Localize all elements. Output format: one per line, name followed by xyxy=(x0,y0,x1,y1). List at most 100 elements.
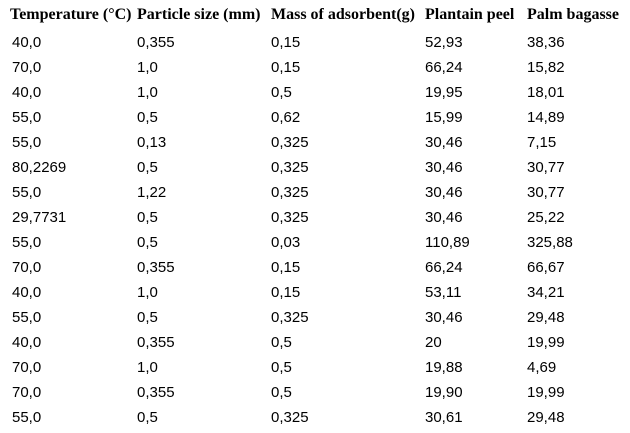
table-row: 55,0 0,5 0,325 30,61 29,48 xyxy=(0,405,630,430)
table-row: 40,0 0,355 0,5 20 19,99 xyxy=(0,330,630,355)
table-row: 70,0 0,355 0,5 19,90 19,99 xyxy=(0,380,630,405)
table-row: 80,2269 0,5 0,325 30,46 30,77 xyxy=(0,155,630,180)
table-cell: 66,24 xyxy=(425,259,463,276)
table-cell: 15,82 xyxy=(527,59,565,76)
table-cell: 0,03 xyxy=(271,234,301,251)
table-body: 40,0 0,355 0,15 52,93 38,36 70,0 1,0 0,15 66,24 1… xyxy=(0,30,630,430)
table-cell: 7,15 xyxy=(527,134,557,151)
table-cell: 55,0 xyxy=(12,309,42,326)
table-cell: 55,0 xyxy=(12,109,42,126)
table-cell: 52,93 xyxy=(425,34,463,51)
table-cell: 55,0 xyxy=(12,134,42,151)
table-cell: 0,15 xyxy=(271,59,301,76)
table-cell: 66,24 xyxy=(425,59,463,76)
table-cell: 0,5 xyxy=(271,384,292,401)
table-cell: 19,99 xyxy=(527,334,565,351)
table-cell: 34,21 xyxy=(527,284,565,301)
table-cell: 25,22 xyxy=(527,209,565,226)
table-cell: 1,0 xyxy=(137,284,158,301)
table-cell: 1,0 xyxy=(137,84,158,101)
table-cell: 0,355 xyxy=(137,334,175,351)
table-cell: 0,355 xyxy=(137,384,175,401)
table-cell: 1,22 xyxy=(137,184,167,201)
table-cell: 0,325 xyxy=(271,209,309,226)
table-cell: 70,0 xyxy=(12,359,42,376)
table-cell: 19,99 xyxy=(527,384,565,401)
column-header-mass-of-adsorbent: Mass of adsorbent(g) xyxy=(271,6,415,23)
table-cell: 29,48 xyxy=(527,309,565,326)
table-cell: 30,46 xyxy=(425,134,463,151)
table-cell: 30,46 xyxy=(425,159,463,176)
table-row: 70,0 1,0 0,15 66,24 15,82 xyxy=(0,55,630,80)
table-row: 55,0 1,22 0,325 30,46 30,77 xyxy=(0,180,630,205)
column-header-palm-bagasse: Palm bagasse xyxy=(527,6,619,23)
table-cell: 19,88 xyxy=(425,359,463,376)
table-cell: 0,15 xyxy=(271,284,301,301)
table-cell: 30,46 xyxy=(425,209,463,226)
table-cell: 18,01 xyxy=(527,84,565,101)
table-cell: 40,0 xyxy=(12,34,42,51)
table-cell: 1,0 xyxy=(137,59,158,76)
table-cell: 40,0 xyxy=(12,84,42,101)
table-cell: 1,0 xyxy=(137,359,158,376)
table-cell: 40,0 xyxy=(12,334,42,351)
table-cell: 0,325 xyxy=(271,309,309,326)
column-header-particle-size: Particle size (mm) xyxy=(137,6,261,23)
table-cell: 0,355 xyxy=(137,34,175,51)
table-cell: 0,5 xyxy=(137,109,158,126)
table-row: 40,0 1,0 0,15 53,11 34,21 xyxy=(0,280,630,305)
table-cell: 110,89 xyxy=(425,234,470,251)
table-cell: 0,5 xyxy=(137,209,158,226)
table-cell: 0,325 xyxy=(271,159,309,176)
table-cell: 29,48 xyxy=(527,409,565,426)
table-cell: 0,325 xyxy=(271,134,309,151)
table-row: 40,0 0,355 0,15 52,93 38,36 xyxy=(0,30,630,55)
table-cell: 19,95 xyxy=(425,84,463,101)
table-cell: 55,0 xyxy=(12,409,42,426)
table-cell: 0,355 xyxy=(137,259,175,276)
table-row: 29,7731 0,5 0,325 30,46 25,22 xyxy=(0,205,630,230)
table-cell: 30,46 xyxy=(425,184,463,201)
table-cell: 0,15 xyxy=(271,34,301,51)
table-cell: 55,0 xyxy=(12,184,42,201)
table-cell: 0,5 xyxy=(137,309,158,326)
table-cell: 0,5 xyxy=(271,359,292,376)
table-cell: 0,325 xyxy=(271,184,309,201)
table-cell: 70,0 xyxy=(12,259,42,276)
table-cell: 0,5 xyxy=(271,334,292,351)
table-row: 55,0 0,5 0,325 30,46 29,48 xyxy=(0,305,630,330)
table-cell: 70,0 xyxy=(12,384,42,401)
table-cell: 66,67 xyxy=(527,259,565,276)
table-cell: 0,5 xyxy=(271,84,292,101)
table-cell: 4,69 xyxy=(527,359,557,376)
table-cell: 15,99 xyxy=(425,109,463,126)
table-cell: 29,7731 xyxy=(12,209,67,226)
table-header-row: Temperature (°C) Particle size (mm) Mass… xyxy=(0,0,630,30)
table-cell: 0,5 xyxy=(137,234,158,251)
table-cell: 30,77 xyxy=(527,184,565,201)
table-cell: 80,2269 xyxy=(12,159,67,176)
table-cell: 0,5 xyxy=(137,159,158,176)
column-header-temperature: Temperature (°C) xyxy=(10,6,132,23)
table-cell: 19,90 xyxy=(425,384,463,401)
table-row: 70,0 1,0 0,5 19,88 4,69 xyxy=(0,355,630,380)
table-cell: 0,5 xyxy=(137,409,158,426)
table-cell: 55,0 xyxy=(12,234,42,251)
table-row: 55,0 0,5 0,62 15,99 14,89 xyxy=(0,105,630,130)
table-cell: 40,0 xyxy=(12,284,42,301)
table-cell: 70,0 xyxy=(12,59,42,76)
table-row: 55,0 0,13 0,325 30,46 7,15 xyxy=(0,130,630,155)
table-cell: 0,13 xyxy=(137,134,167,151)
table-cell: 30,61 xyxy=(425,409,463,426)
table-cell: 30,77 xyxy=(527,159,565,176)
table-cell: 53,11 xyxy=(425,284,462,301)
table-row: 40,0 1,0 0,5 19,95 18,01 xyxy=(0,80,630,105)
table-cell: 0,325 xyxy=(271,409,309,426)
table-cell: 20 xyxy=(425,334,442,351)
table-row: 55,0 0,5 0,03 110,89 325,88 xyxy=(0,230,630,255)
table-cell: 30,46 xyxy=(425,309,463,326)
column-header-plantain-peel: Plantain peel xyxy=(425,6,515,23)
table-cell: 0,62 xyxy=(271,109,301,126)
table-cell: 14,89 xyxy=(527,109,565,126)
